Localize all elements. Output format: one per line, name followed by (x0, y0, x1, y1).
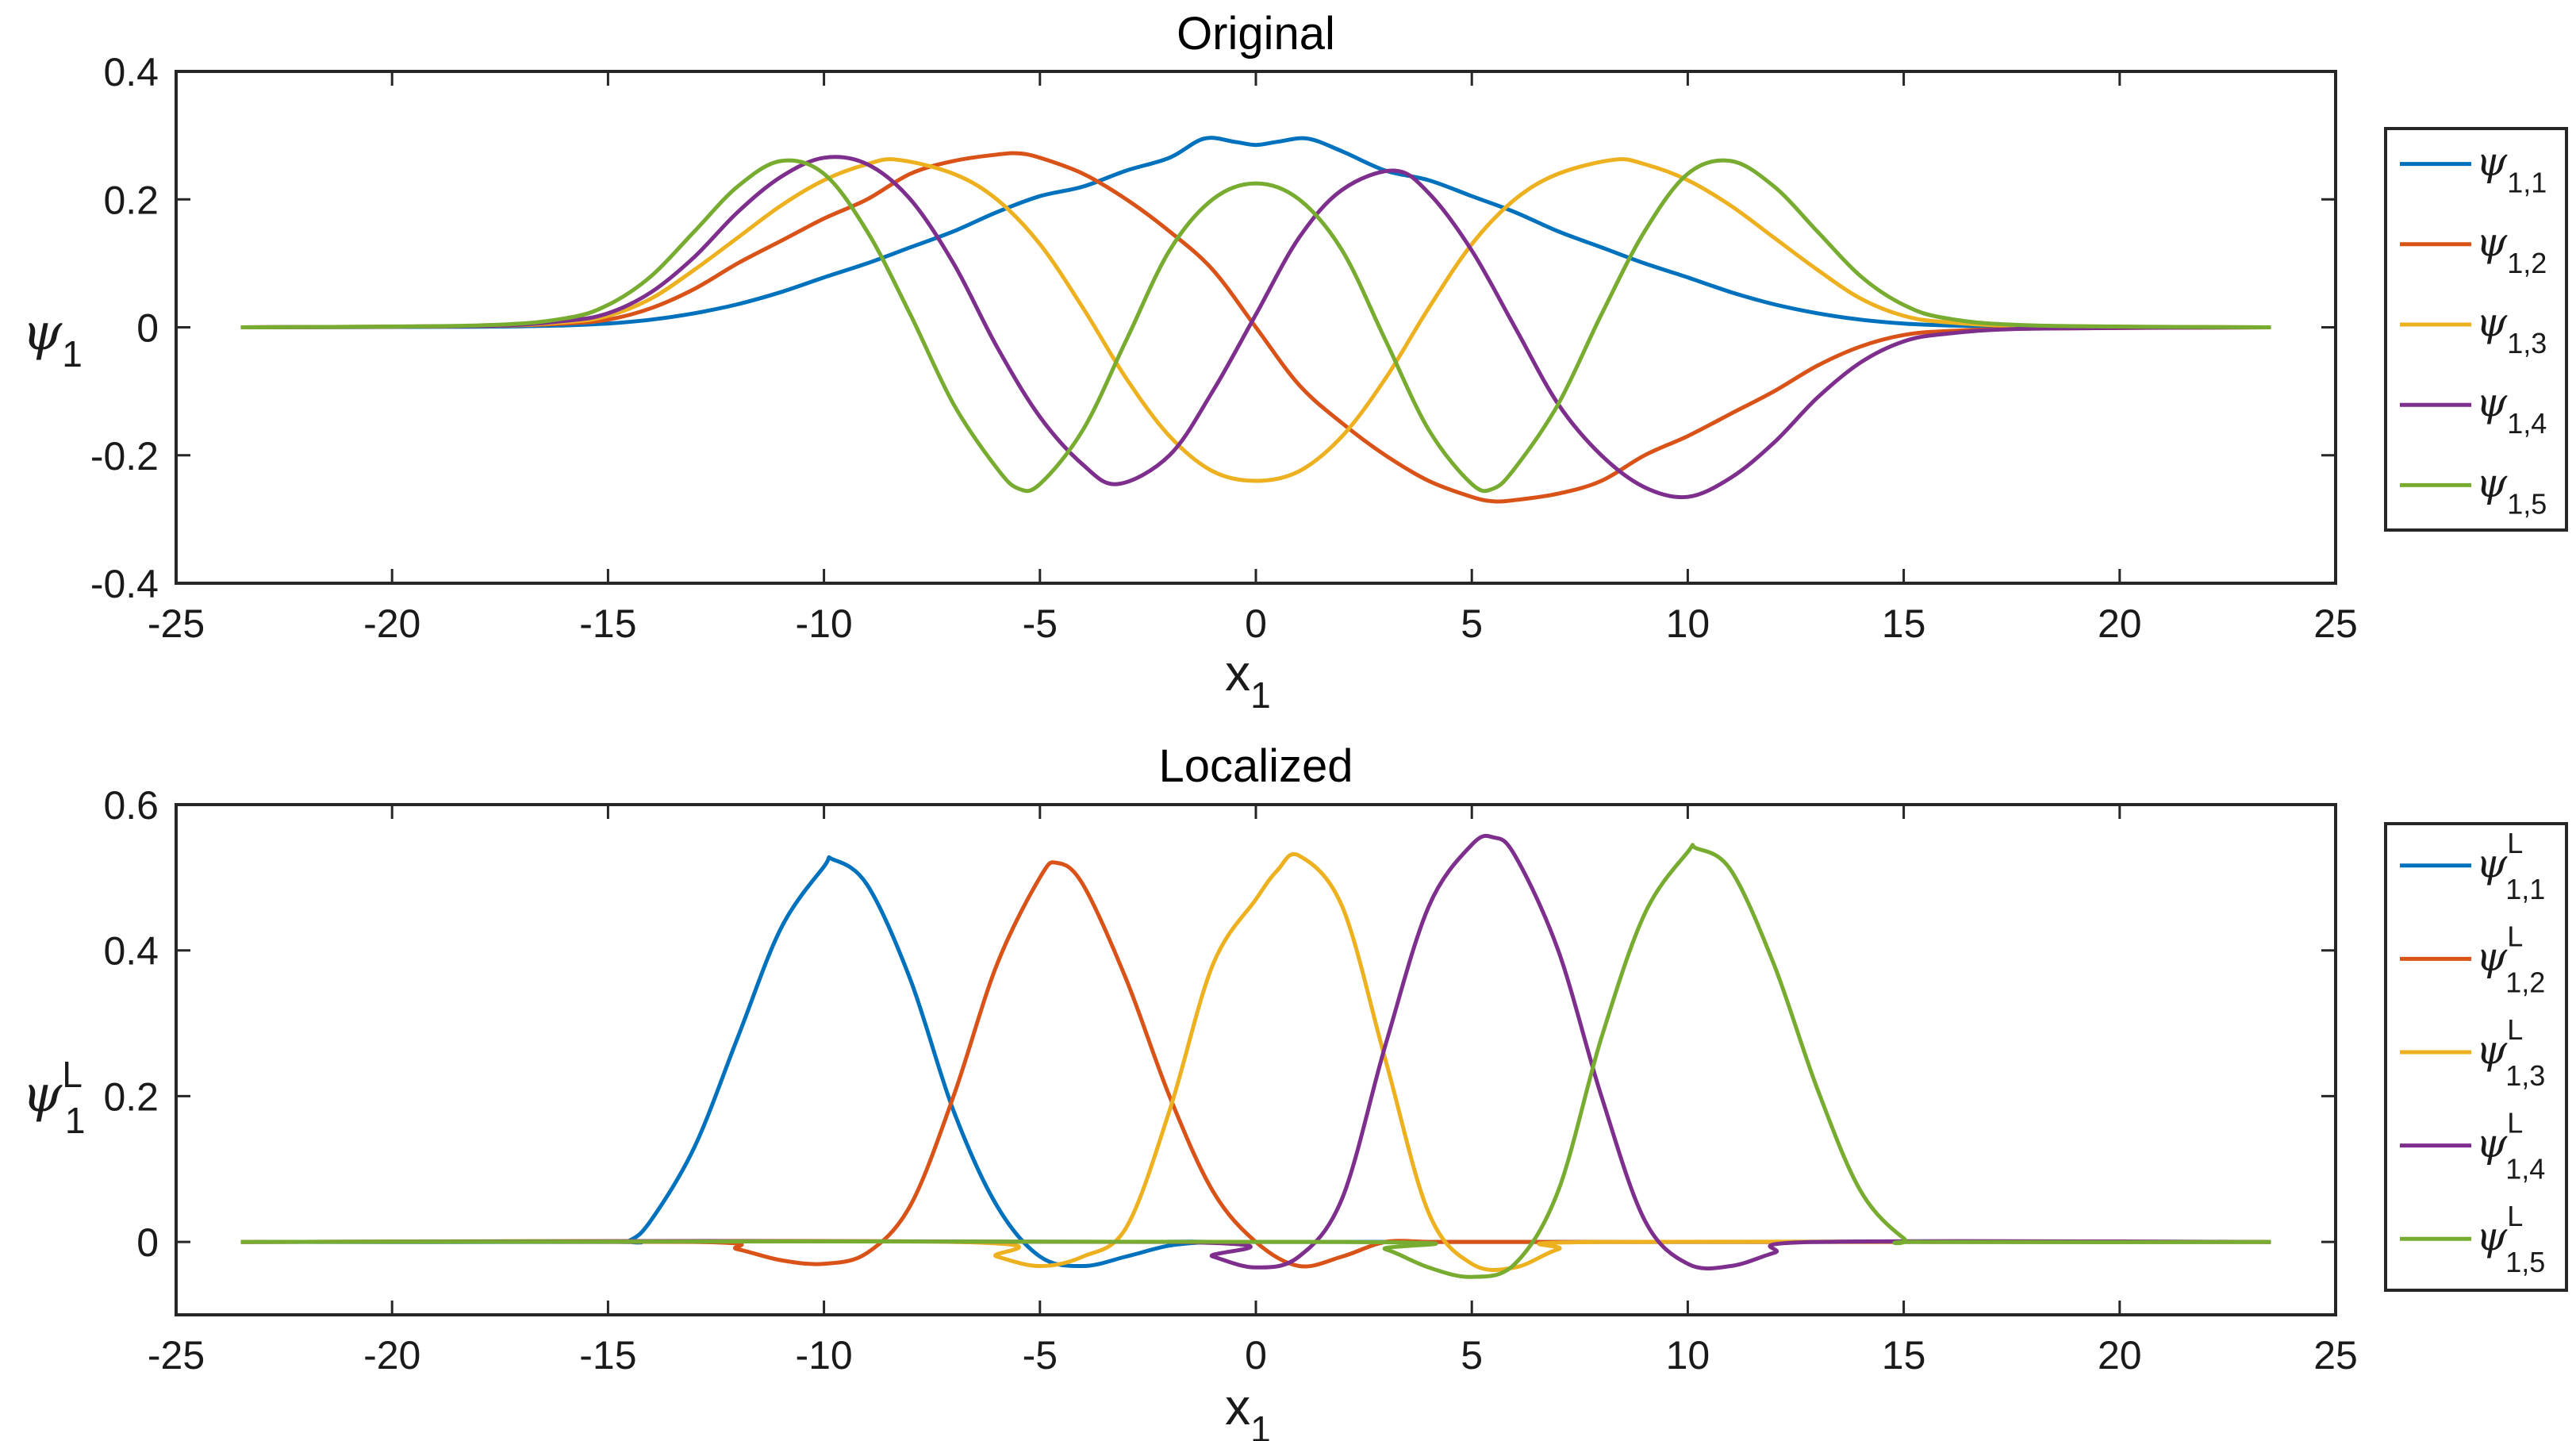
legend-item-5: ψL 1,5 (2400, 1200, 2545, 1278)
legend-label: ψ1,1 (2476, 139, 2547, 199)
x-tick-label: 15 (1882, 1333, 1926, 1378)
y-axis-label: ψ1 (22, 303, 83, 375)
legend-box (2384, 127, 2568, 532)
legend-item-5: ψ1,5 (2400, 459, 2547, 520)
series-lines (240, 136, 2271, 504)
axes-box (175, 803, 2337, 1316)
series-line-4 (240, 155, 2271, 500)
y-tick-label: 0.2 (103, 178, 159, 222)
legend-label: ψL 1,2 (2476, 920, 2545, 998)
chart-title: Localized (1158, 740, 1353, 792)
series-line-5 (240, 158, 2271, 494)
x-axis-label: x1 (1225, 644, 1271, 716)
series-line-4 (240, 833, 2271, 1271)
x-tick-label: 25 (2313, 601, 2358, 646)
legend-item-2: ψL 1,2 (2400, 920, 2545, 998)
series-line-1 (240, 136, 2271, 329)
legend: ψL 1,1 ψL 1,2 ψL 1,3 ψL 1,4 ψL 1,5 (2384, 822, 2568, 1292)
series-line-5 (240, 843, 2271, 1279)
series-line-3 (240, 157, 2271, 483)
x-tick-label: 25 (2313, 1333, 2358, 1378)
legend-label: ψL 1,4 (2476, 1107, 2545, 1185)
x-tick-label: -20 (363, 601, 420, 646)
y-tick-label: 0.2 (103, 1074, 159, 1119)
chart-title: Original (1177, 8, 1335, 60)
legend-label: ψ1,2 (2476, 219, 2547, 279)
x-tick-label: -10 (795, 1333, 852, 1378)
y-tick-label: 0.4 (103, 50, 159, 94)
legend-item-2: ψ1,2 (2400, 219, 2547, 279)
x-tick-label: 15 (1882, 601, 1926, 646)
x-tick-label: -15 (579, 601, 636, 646)
series-line-1 (240, 855, 2271, 1269)
x-tick-label: 0 (1245, 601, 1267, 646)
x-tick-label: 5 (1461, 1333, 1483, 1378)
series-line-2 (240, 860, 2271, 1269)
y-tick-label: 0 (136, 1220, 159, 1265)
y-tick-label: 0 (136, 306, 159, 351)
x-tick-label: 0 (1245, 1333, 1267, 1378)
x-tick-label: -5 (1023, 1333, 1058, 1378)
legend-label: ψL 1,1 (2476, 827, 2545, 905)
x-tick-label: -5 (1023, 601, 1058, 646)
x-tick-label: 10 (1666, 601, 1710, 646)
legend-label: ψL 1,5 (2476, 1200, 2545, 1278)
y-tick-label: 0.4 (103, 929, 159, 974)
y-tick-label: 0.6 (103, 783, 159, 828)
bottom-chart-localized: Localized -25 -20 -15 -10 -5 0 5 10 15 20 25 0 0.2 0.4… (22, 740, 2568, 1441)
series-line-2 (240, 151, 2271, 504)
legend-item-1: ψL 1,1 (2400, 827, 2545, 905)
x-tick-label: 20 (2098, 601, 2142, 646)
legend-item-4: ψL 1,4 (2400, 1107, 2545, 1185)
legend: ψ1,1 ψ1,2 ψ1,3 ψ1,4 ψ1,5 (2384, 127, 2568, 532)
y-tick-label: -0.4 (90, 562, 159, 606)
x-tick-label: -15 (579, 1333, 636, 1378)
x-tick-label: -20 (363, 1333, 420, 1378)
legend-item-1: ψ1,1 (2400, 139, 2547, 199)
y-axis-label: ψL 1 (22, 1054, 85, 1141)
x-tick-label: 20 (2098, 1333, 2142, 1378)
series-lines (240, 833, 2271, 1279)
x-tick-label: -25 (148, 1333, 205, 1378)
legend-label: ψ1,4 (2476, 379, 2547, 440)
x-tick-label: -25 (148, 601, 205, 646)
legend-item-4: ψ1,4 (2400, 379, 2547, 440)
y-tick-label: -0.2 (90, 434, 159, 478)
legend-label: ψ1,3 (2476, 299, 2547, 359)
legend-box (2384, 822, 2568, 1292)
legend-label: ψ1,5 (2476, 459, 2547, 520)
legend-label: ψL 1,3 (2476, 1013, 2545, 1092)
legend-item-3: ψL 1,3 (2400, 1013, 2545, 1092)
legend-item-3: ψ1,3 (2400, 299, 2547, 359)
series-line-3 (240, 852, 2271, 1272)
x-tick-label: 5 (1461, 601, 1483, 646)
top-chart-original: Original -25 -20 -15 -10 -5 0 5 10 15 20 25 -0.4 -0.2… (22, 8, 2568, 716)
x-axis-label: x1 (1225, 1378, 1271, 1441)
x-tick-label: 10 (1666, 1333, 1710, 1378)
x-tick-label: -10 (795, 601, 852, 646)
